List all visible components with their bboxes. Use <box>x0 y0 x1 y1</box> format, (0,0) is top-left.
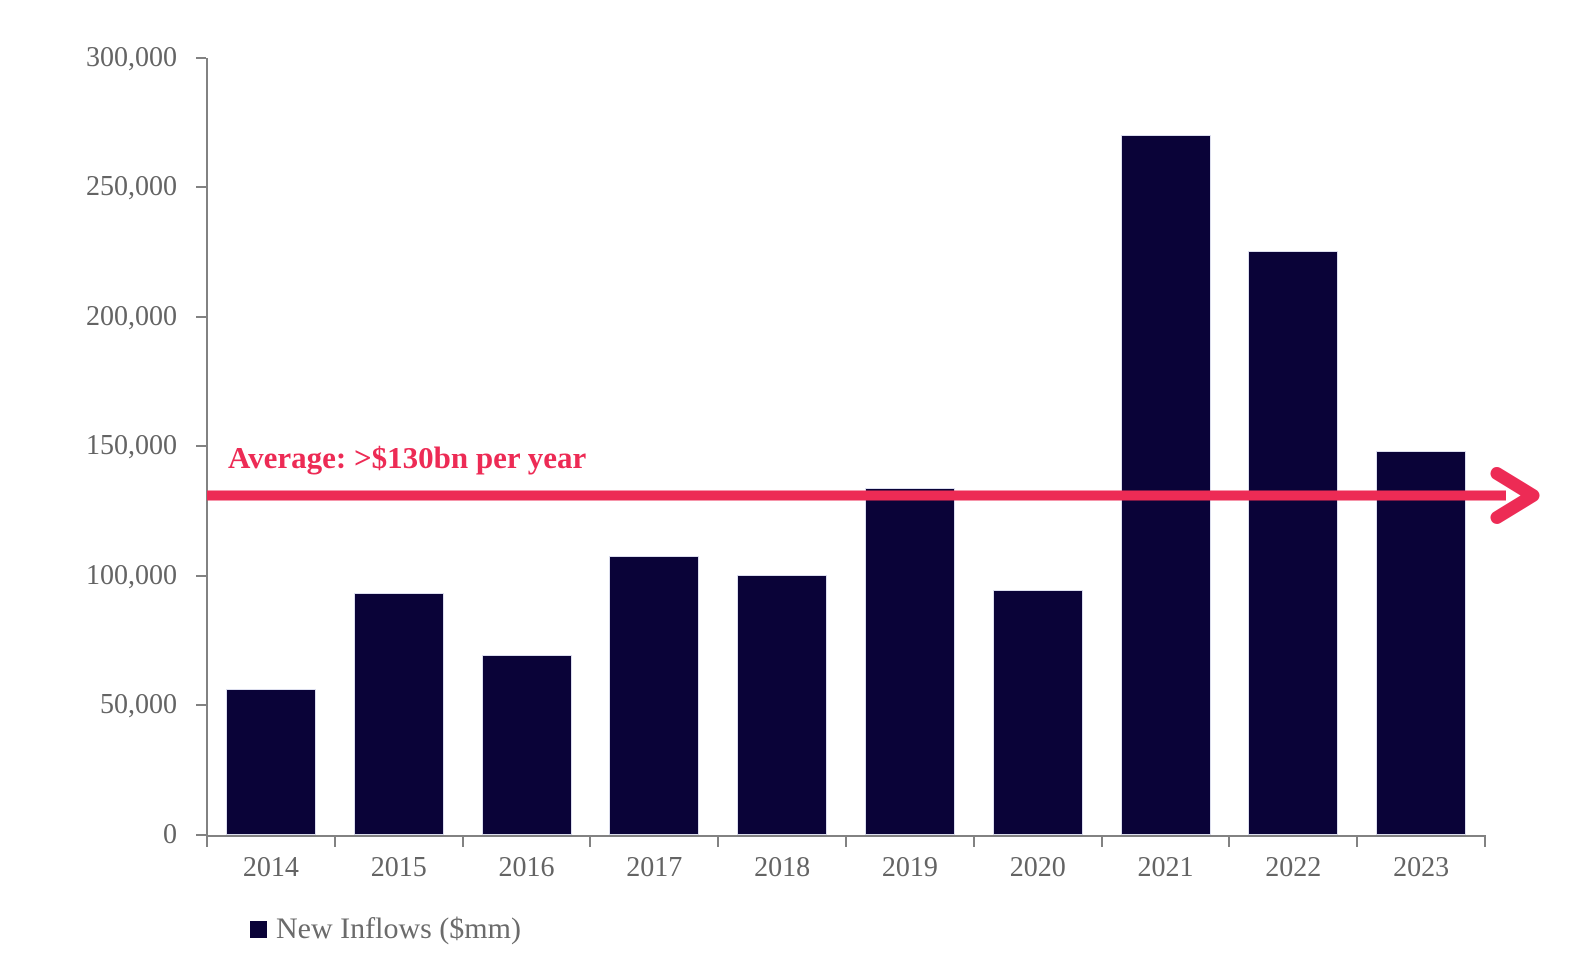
x-axis-label-2018: 2018 <box>754 852 811 883</box>
x-axis-tick <box>206 837 208 847</box>
legend: New Inflows ($mm) <box>250 912 521 946</box>
x-axis-label-2016: 2016 <box>498 852 555 883</box>
bar-2021 <box>1120 135 1211 835</box>
x-axis-label-2021: 2021 <box>1137 852 1194 883</box>
x-axis-tick <box>461 837 464 847</box>
bar-2014 <box>225 688 316 835</box>
y-axis-label: 200,000 <box>86 300 177 332</box>
bar-2020 <box>992 590 1083 835</box>
y-axis <box>206 57 208 837</box>
x-axis-tick <box>1100 837 1103 847</box>
y-axis-label: 250,000 <box>86 171 177 203</box>
y-axis-tick <box>196 315 206 318</box>
bar-2019 <box>864 487 955 835</box>
bar-2022 <box>1248 250 1339 835</box>
bar-2023 <box>1376 451 1467 835</box>
legend-label: New Inflows ($mm) <box>276 912 521 945</box>
x-axis-tick <box>1484 837 1486 847</box>
bar-2018 <box>737 574 828 835</box>
y-axis-tick <box>196 834 206 836</box>
x-axis-tick <box>717 837 720 847</box>
y-axis-label: 150,000 <box>86 430 177 462</box>
bar-2015 <box>353 592 444 835</box>
bar-2016 <box>481 654 572 835</box>
x-axis-tick <box>589 837 592 847</box>
x-axis-label-2019: 2019 <box>881 852 938 883</box>
y-axis-tick <box>196 704 206 707</box>
x-axis-tick <box>1228 837 1231 847</box>
legend-swatch <box>250 920 267 938</box>
y-axis-label: 50,000 <box>100 689 177 721</box>
y-axis-tick <box>196 186 206 189</box>
x-axis-tick <box>1356 837 1359 847</box>
average-annotation-label: Average: >$130bn per year <box>228 440 587 475</box>
y-axis-tick <box>196 56 206 59</box>
bar-2017 <box>609 556 700 835</box>
x-axis <box>206 835 1486 837</box>
x-axis-label-2022: 2022 <box>1265 852 1322 883</box>
y-axis-label: 300,000 <box>86 41 177 73</box>
x-axis-tick <box>333 837 336 847</box>
x-axis-label-2023: 2023 <box>1393 852 1450 883</box>
x-axis-tick <box>845 837 847 847</box>
y-axis-label: 100,000 <box>86 559 177 591</box>
y-axis-tick <box>196 445 206 448</box>
y-axis-tick <box>196 574 206 577</box>
x-axis-label-2014: 2014 <box>242 852 299 883</box>
x-axis-label-2015: 2015 <box>370 852 427 883</box>
x-axis-label-2017: 2017 <box>626 852 683 883</box>
x-axis-label-2020: 2020 <box>1009 852 1066 883</box>
x-axis-tick <box>972 837 975 847</box>
y-axis-label: 0 <box>163 819 177 850</box>
